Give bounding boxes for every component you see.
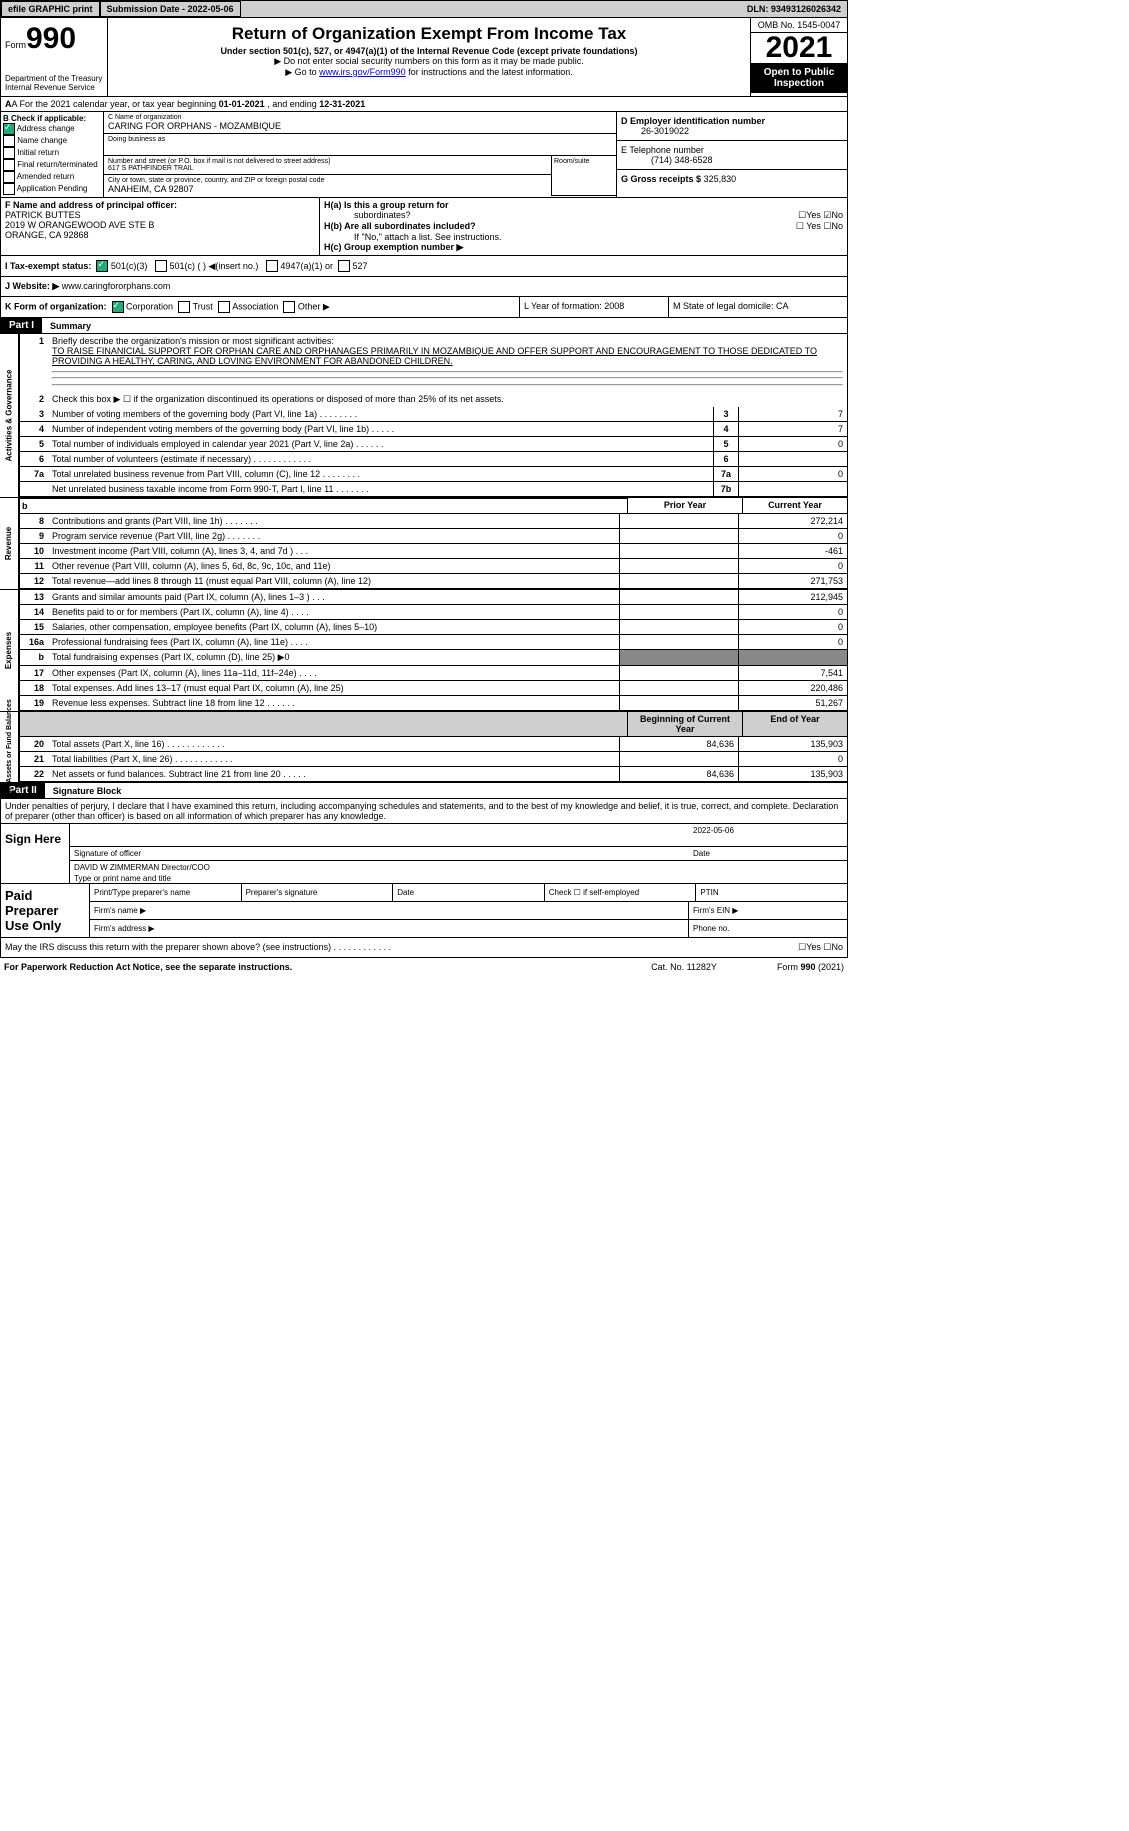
mission: TO RAISE FINANICIAL SUPPORT FOR ORPHAN C… (52, 346, 817, 366)
gross-receipts: 325,830 (704, 174, 737, 184)
irs-link[interactable]: www.irs.gov/Form990 (319, 67, 406, 77)
block-bcd: B Check if applicable: Address change Na… (0, 112, 848, 198)
website: www.caringfororphans.com (59, 281, 170, 291)
declaration: Under penalties of perjury, I declare th… (0, 799, 848, 824)
sub2: ▶ Do not enter social security numbers o… (112, 56, 746, 67)
block-fgh: F Name and address of principal officer:… (0, 198, 848, 256)
part1-header: Part ISummary (0, 318, 848, 334)
col-b: B Check if applicable: Address change Na… (1, 112, 104, 197)
dept: Department of the Treasury Internal Reve… (5, 74, 103, 92)
hb-yn[interactable]: ☐ Yes ☐No (796, 221, 843, 232)
col-d: D Employer identification number26-30190… (616, 112, 847, 197)
officer-name: PATRICK BUTTES (5, 210, 81, 220)
efile-btn[interactable]: efile GRAPHIC print (1, 1, 100, 17)
sub1: Under section 501(c), 527, or 4947(a)(1)… (112, 46, 746, 56)
row-k: K Form of organization: Corporation Trus… (0, 297, 848, 318)
may-discuss: May the IRS discuss this return with the… (0, 938, 848, 958)
footer: For Paperwork Reduction Act Notice, see … (0, 958, 848, 976)
tax-status-row: I Tax-exempt status: 501(c)(3) 501(c) ( … (0, 256, 848, 277)
city: ANAHEIM, CA 92807 (108, 184, 194, 194)
sign-here: Sign Here 2022-05-06 Signature of office… (0, 824, 848, 884)
section-expenses: Expenses 13Grants and similar amounts pa… (0, 590, 848, 712)
chk-501c3[interactable] (96, 260, 108, 272)
dln: DLN: 93493126026342 (741, 2, 847, 16)
telephone: (714) 348-6528 (621, 155, 713, 165)
street: 617 S PATHFINDER TRAIL (108, 165, 194, 172)
form-word: Form (5, 40, 26, 50)
open-public: Open to Public Inspection (751, 63, 847, 93)
ein: 26-3019022 (621, 126, 689, 136)
form-number: 990 (26, 22, 76, 55)
section-activities: Activities & Governance 1Briefly describ… (0, 334, 848, 498)
ha-yn[interactable]: ☐Yes ☑No (798, 210, 843, 221)
form-title: Return of Organization Exempt From Incom… (112, 24, 746, 44)
section-net: Net Assets or Fund Balances Beginning of… (0, 712, 848, 783)
paid-preparer: Paid Preparer Use Only Print/Type prepar… (0, 884, 848, 938)
sub-date: Submission Date - 2022-05-06 (100, 1, 241, 17)
col-c: C Name of organization CARING FOR ORPHAN… (104, 112, 616, 197)
signer-name: DAVID W ZIMMERMAN Director/COO (74, 863, 210, 872)
website-row: J Website: ▶ www.caringfororphans.com (0, 277, 848, 297)
row-a: AA For the 2021 calendar year, or tax ye… (0, 97, 848, 112)
tax-year: 2021 (751, 33, 847, 63)
top-bar: efile GRAPHIC print Submission Date - 20… (0, 0, 848, 18)
form-header: Form990 Department of the Treasury Inter… (0, 18, 848, 97)
org-name: CARING FOR ORPHANS - MOZAMBIQUE (108, 121, 612, 131)
part2-header: Part IISignature Block (0, 783, 848, 799)
section-revenue: Revenue bPrior YearCurrent Year 8Contrib… (0, 498, 848, 590)
